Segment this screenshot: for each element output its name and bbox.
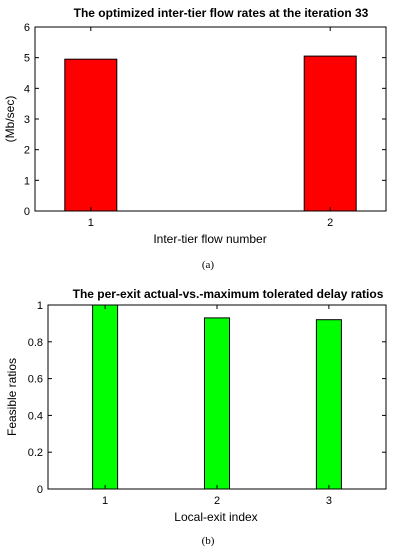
chart-a-y-tick-label-0: 0 xyxy=(24,206,30,218)
chart-b-x-axis-label: Local-exit index xyxy=(174,510,257,524)
chart-b-title: The per-exit actual-vs.-maximum tolerate… xyxy=(73,287,384,301)
chart-b-y-tick-label-0: 0 xyxy=(37,484,43,496)
chart-b-y-ticks: 0 0.2 0.4 0.6 0.8 1 xyxy=(28,300,386,496)
chart-a-bars xyxy=(64,55,357,212)
chart-a-y-axis-label: (Mb/sec) xyxy=(3,96,17,143)
chart-b-bar-1 xyxy=(92,304,119,490)
chart-a-y-tick-label-3: 3 xyxy=(24,114,30,126)
chart-b-x-ticks: 1 2 3 xyxy=(102,305,332,507)
chart-b-y-tick-label-2: 0.4 xyxy=(28,410,43,422)
chart-a-x-tick-label-1: 1 xyxy=(88,217,94,229)
chart-b-bars xyxy=(92,304,342,490)
chart-a-title: The optimized inter-tier flow rates at t… xyxy=(74,6,369,20)
chart-a-bar-2 xyxy=(303,55,357,212)
chart-a-y-tick-label-4: 4 xyxy=(24,83,30,95)
chart-b-y-tick-label-5: 1 xyxy=(37,300,43,312)
chart-a-y-tick-label-2: 2 xyxy=(24,145,30,157)
chart-b: The per-exit actual-vs.-maximum tolerate… xyxy=(5,287,387,547)
chart-a-y-tick-label-1: 1 xyxy=(24,175,30,187)
chart-b-x-tick-label-1: 1 xyxy=(102,495,108,507)
chart-a: The optimized inter-tier flow rates at t… xyxy=(3,6,387,271)
chart-b-caption: (b) xyxy=(202,535,215,547)
chart-b-y-axis-label: Feasible ratios xyxy=(5,358,19,436)
chart-b-x-tick-label-2: 2 xyxy=(214,495,220,507)
chart-a-caption: (a) xyxy=(202,259,215,271)
chart-b-bar-2 xyxy=(204,317,230,490)
chart-a-y-tick-label-6: 6 xyxy=(24,22,30,34)
chart-a-x-tick-label-2: 2 xyxy=(327,217,333,229)
chart-a-x-axis-label: Inter-tier flow number xyxy=(153,232,266,246)
chart-b-y-tick-label-4: 0.8 xyxy=(28,337,43,349)
chart-b-y-tick-label-1: 0.2 xyxy=(28,447,43,459)
chart-b-y-tick-label-3: 0.6 xyxy=(28,374,43,386)
chart-b-x-tick-label-3: 3 xyxy=(326,495,332,507)
chart-a-y-ticks: 0 1 2 3 4 5 6 xyxy=(24,22,386,218)
chart-b-bar-3 xyxy=(315,319,342,490)
chart-a-bar-1 xyxy=(64,58,118,212)
chart-a-y-tick-label-5: 5 xyxy=(24,53,30,65)
